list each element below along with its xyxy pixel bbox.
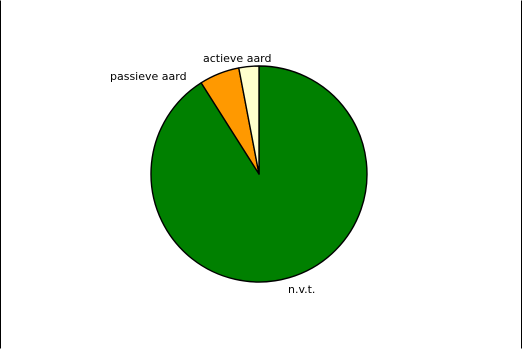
slice-label-actieve-aard: actieve aard [203, 52, 272, 65]
pie-labels: n.v.t. passieve aard actieve aard [110, 52, 315, 296]
slice-label-passieve-aard: passieve aard [110, 70, 187, 83]
pie-slice-actieve-aard [238, 65, 260, 175]
slice-label-n-v-t: n.v.t. [288, 283, 315, 296]
pie-slices [150, 65, 368, 283]
